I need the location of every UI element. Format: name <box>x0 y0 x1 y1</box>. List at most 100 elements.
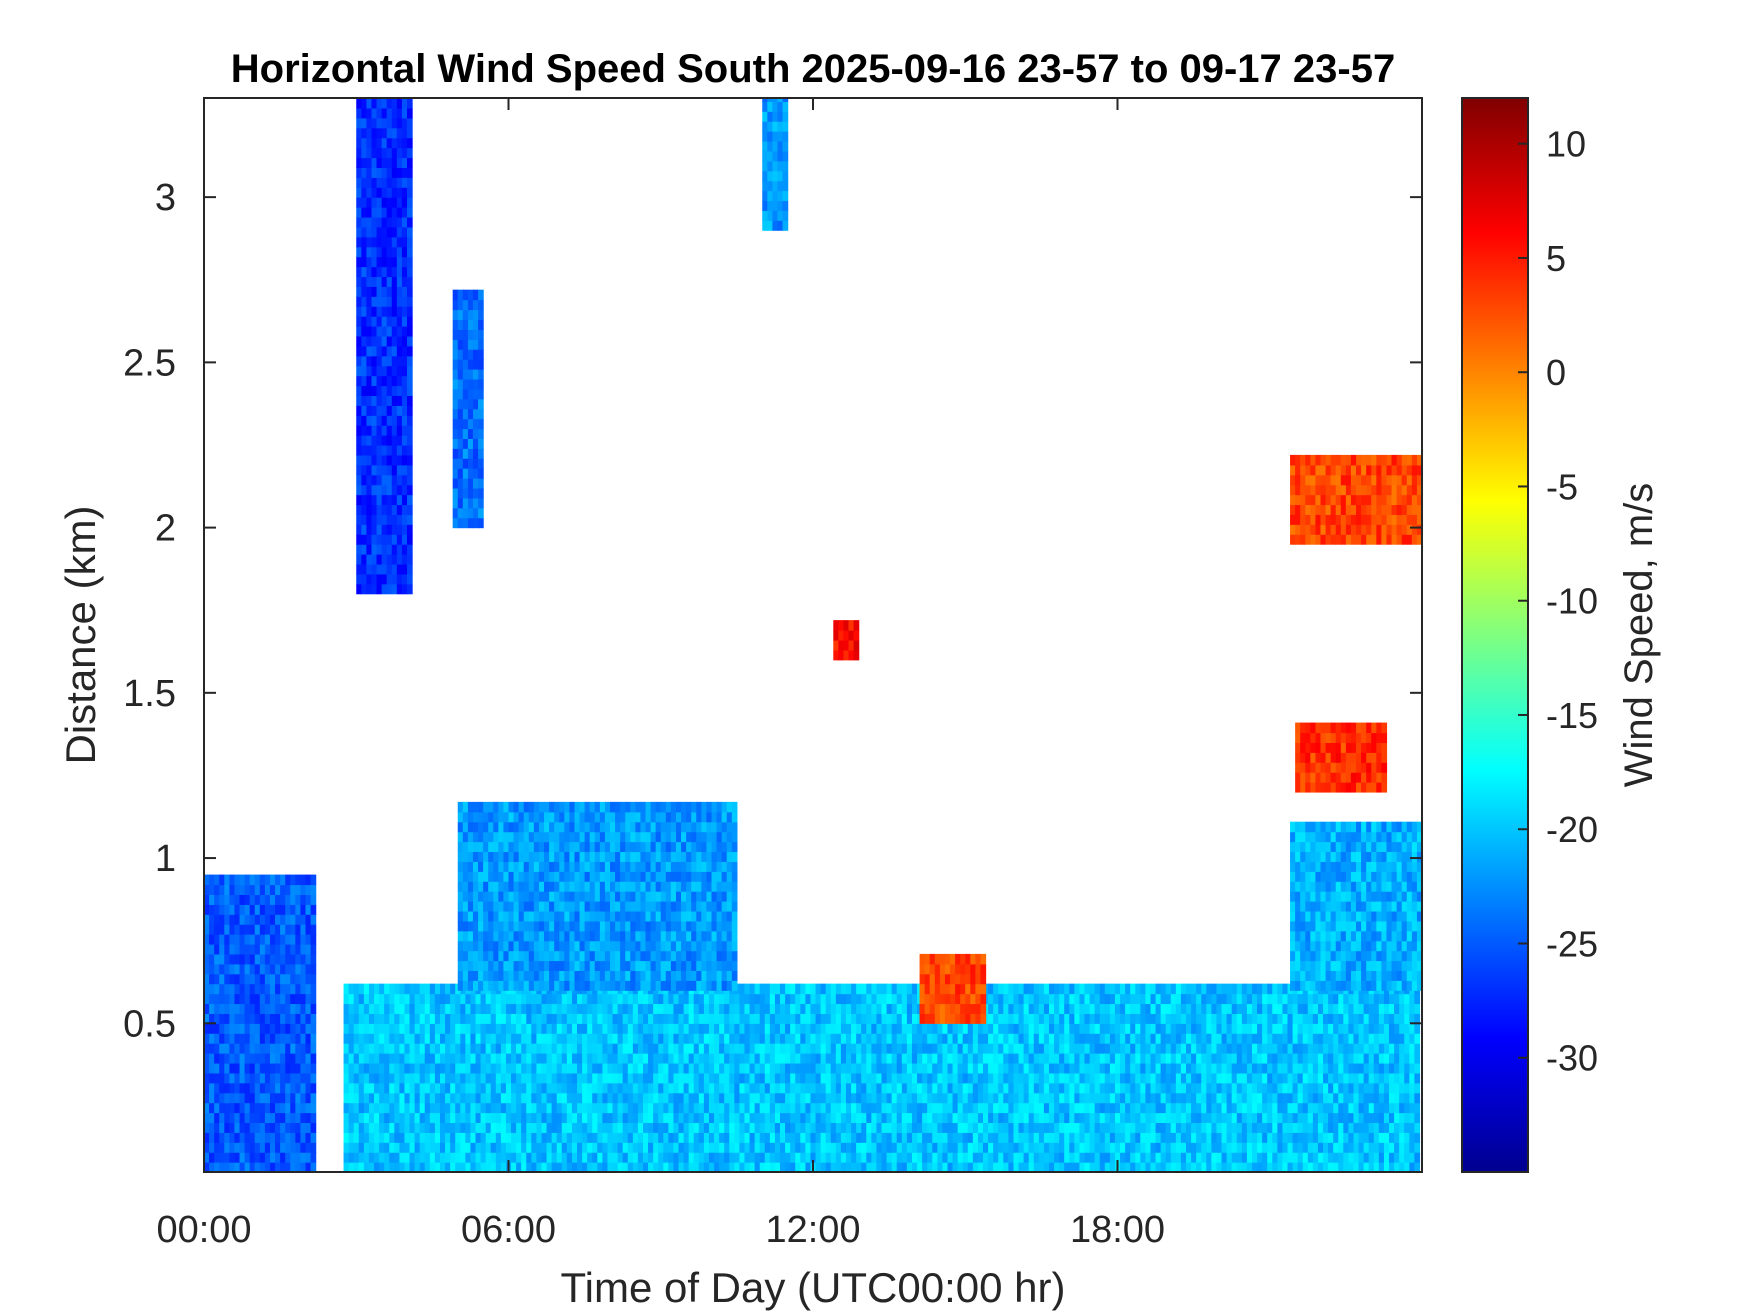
heatmap-cell <box>632 1162 639 1172</box>
heatmap-cell <box>219 904 225 915</box>
heatmap-cell <box>922 1053 928 1064</box>
heatmap-cell <box>224 1053 230 1064</box>
heatmap-cell <box>592 1082 598 1094</box>
heatmap-cell <box>825 1062 832 1074</box>
heatmap-cell <box>478 851 484 862</box>
heatmap-cell <box>719 1122 725 1133</box>
heatmap-cell <box>607 1053 614 1064</box>
heatmap-cell <box>607 1003 614 1014</box>
heatmap-cell <box>1328 1132 1334 1143</box>
heatmap-cell <box>1069 1043 1075 1054</box>
heatmap-cell <box>795 1072 801 1084</box>
heatmap-cell <box>1317 1003 1324 1014</box>
heatmap-cell <box>209 894 215 905</box>
heatmap-cell <box>825 1043 832 1054</box>
heatmap-cell <box>1206 1122 1212 1133</box>
heatmap-cell <box>962 1122 969 1133</box>
heatmap-cell <box>759 993 766 1005</box>
heatmap-cell <box>290 983 296 995</box>
heatmap-cell <box>498 980 505 991</box>
heatmap-cell <box>493 861 499 872</box>
heatmap-cell <box>214 953 220 965</box>
heatmap-cell <box>790 993 796 1005</box>
heatmap-cell <box>1282 1013 1289 1024</box>
heatmap-cell <box>937 1102 944 1114</box>
heatmap-cell <box>348 1152 355 1163</box>
heatmap-cell <box>269 1053 276 1064</box>
heatmap-cell <box>1297 1162 1304 1172</box>
heatmap-cell <box>374 1102 380 1114</box>
heatmap-cell <box>234 1092 241 1104</box>
heatmap-cell <box>374 1142 380 1153</box>
heatmap-cell <box>1196 1043 1202 1054</box>
heatmap-cell <box>911 1013 918 1024</box>
heatmap-cell <box>1069 1132 1075 1143</box>
heatmap-cell <box>917 1053 923 1064</box>
heatmap-cell <box>1003 1053 1009 1064</box>
heatmap-cell <box>942 1082 949 1094</box>
heatmap-cell <box>409 1102 416 1114</box>
heatmap-cell <box>1150 1162 1157 1172</box>
heatmap-cell <box>1323 993 1329 1005</box>
heatmap-cell <box>1211 1023 1218 1034</box>
heatmap-cell <box>1160 1162 1167 1172</box>
heatmap-cell <box>259 953 266 965</box>
heatmap-cell <box>414 1043 421 1054</box>
heatmap-cell <box>754 1122 761 1133</box>
heatmap-cell <box>229 1043 236 1054</box>
heatmap-cell <box>998 1162 1004 1172</box>
heatmap-cell <box>1282 1062 1289 1074</box>
heatmap-cell <box>523 841 530 853</box>
heatmap-cell <box>744 1013 751 1024</box>
heatmap-cell <box>790 1132 796 1143</box>
heatmap-cell <box>204 1013 210 1024</box>
heatmap-cell <box>480 1003 487 1014</box>
heatmap-cell <box>1160 1013 1167 1024</box>
heatmap-cell <box>490 1053 497 1064</box>
heatmap-cell <box>1292 1092 1299 1104</box>
heatmap-cell <box>617 1003 624 1014</box>
heatmap-cell <box>234 1152 241 1163</box>
heatmap-cell <box>485 1092 492 1104</box>
heatmap-cell <box>1186 1023 1192 1034</box>
heatmap-cell <box>498 910 505 922</box>
heatmap-cell <box>764 1062 771 1074</box>
heatmap-cell <box>488 811 494 823</box>
heatmap-cell <box>627 1102 634 1114</box>
heatmap-cell <box>219 1092 225 1104</box>
heatmap-cell <box>587 993 593 1005</box>
heatmap-cell <box>394 1013 400 1024</box>
heatmap-cell <box>714 1003 720 1014</box>
heatmap-cell <box>1099 1072 1106 1084</box>
heatmap-cell <box>795 983 801 995</box>
heatmap-cell <box>1008 1142 1015 1153</box>
heatmap-cell <box>932 1082 938 1094</box>
heatmap-cell <box>310 884 317 896</box>
heatmap-cell <box>439 1082 446 1094</box>
heatmap-cell <box>1064 1053 1070 1064</box>
heatmap-cell <box>521 1102 527 1114</box>
heatmap-cell <box>678 1043 685 1054</box>
heatmap-cell <box>724 1142 730 1153</box>
heatmap-cell <box>602 1132 609 1143</box>
heatmap-cell <box>1267 1092 1273 1104</box>
heatmap-cell <box>637 1043 644 1054</box>
heatmap-cell <box>1338 1122 1344 1133</box>
heatmap-cell <box>204 1162 210 1172</box>
heatmap-cell <box>204 914 210 925</box>
heatmap-cell <box>480 1072 487 1084</box>
heatmap-cell <box>450 1053 456 1064</box>
heatmap-cell <box>693 1033 700 1044</box>
heatmap-cell <box>533 960 540 972</box>
heatmap-cell <box>384 1082 390 1094</box>
heatmap-cell <box>876 1112 883 1124</box>
heatmap-cell <box>769 1092 776 1104</box>
heatmap-cell <box>409 1122 416 1133</box>
heatmap-cell <box>1302 1152 1309 1163</box>
heatmap-cell <box>1008 1082 1015 1094</box>
heatmap-cell <box>229 924 236 935</box>
heatmap-cell <box>1079 1003 1086 1014</box>
heatmap-cell <box>785 1053 791 1064</box>
heatmap-cell <box>1114 1003 1121 1014</box>
heatmap-cell <box>571 1142 578 1153</box>
